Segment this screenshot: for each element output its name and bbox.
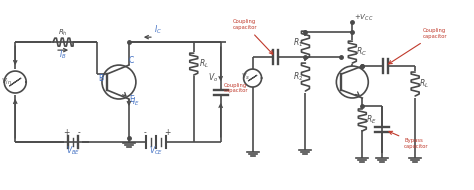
Text: $R_1$: $R_1$	[293, 37, 304, 49]
Text: Coupling
capacitor: Coupling capacitor	[233, 19, 273, 54]
Text: B: B	[98, 74, 103, 83]
Text: $V_{in}$: $V_{in}$	[1, 77, 12, 87]
Text: $I_E$: $I_E$	[132, 96, 139, 108]
Text: +: +	[164, 128, 170, 137]
Text: $R_h$: $R_h$	[58, 28, 68, 38]
Text: $I_B$: $I_B$	[59, 48, 67, 61]
Text: $+V_{CC}$: $+V_{CC}$	[355, 13, 374, 23]
Text: $R_C$: $R_C$	[356, 46, 367, 58]
Text: $R_E$: $R_E$	[366, 114, 377, 126]
Text: -: -	[144, 128, 146, 137]
Text: $R_2$: $R_2$	[293, 71, 304, 83]
Text: $V_{BE}$: $V_{BE}$	[66, 145, 80, 157]
Text: -: -	[78, 128, 81, 137]
Text: Coupling
capacitor: Coupling capacitor	[224, 83, 248, 93]
Text: Coupling
capacitor: Coupling capacitor	[389, 28, 448, 64]
Text: $R_L$: $R_L$	[419, 78, 429, 90]
Text: E: E	[129, 95, 134, 104]
Text: Bypass
capacitor: Bypass capacitor	[389, 131, 429, 149]
Text: $R_L$: $R_L$	[199, 58, 209, 70]
Text: $V_{CE}$: $V_{CE}$	[149, 145, 163, 157]
Text: C: C	[129, 56, 134, 65]
Text: $V_o$: $V_o$	[209, 71, 219, 84]
Text: +: +	[63, 128, 70, 137]
Text: $v_s$: $v_s$	[241, 71, 251, 82]
Text: $I_C$: $I_C$	[154, 23, 162, 36]
